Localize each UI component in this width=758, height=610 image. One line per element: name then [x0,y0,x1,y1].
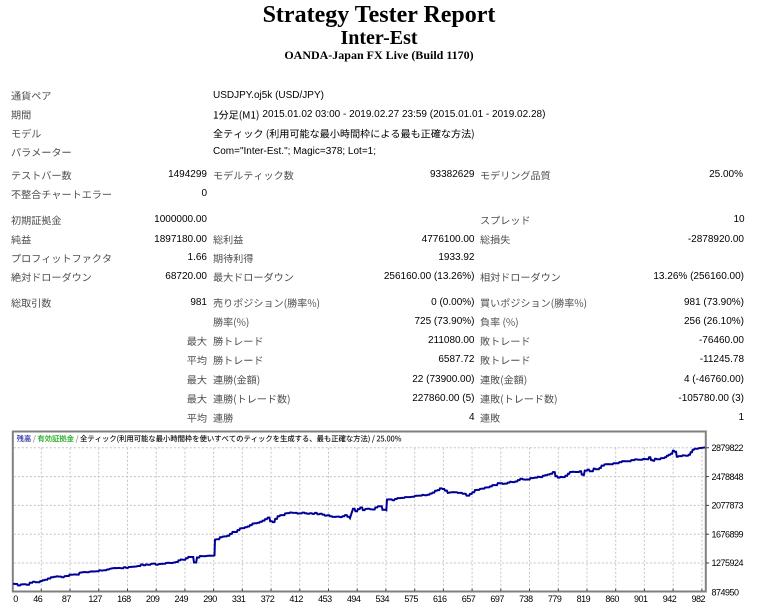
svg-text:46: 46 [33,594,43,604]
svg-text:87: 87 [62,594,72,604]
svg-text:372: 372 [261,594,275,604]
svg-text:127: 127 [88,594,102,604]
svg-text:779: 779 [548,594,562,604]
svg-text:860: 860 [605,594,619,604]
svg-text:1676899: 1676899 [712,529,744,539]
svg-text:874950: 874950 [712,588,740,598]
svg-text:453: 453 [318,594,332,604]
svg-text:494: 494 [347,594,361,604]
svg-text:2478848: 2478848 [712,472,744,482]
svg-text:819: 819 [577,594,591,604]
svg-text:1275924: 1275924 [712,558,744,568]
svg-text:0: 0 [13,594,18,604]
svg-text:209: 209 [146,594,160,604]
svg-text:575: 575 [404,594,418,604]
svg-text:657: 657 [462,594,476,604]
svg-text:290: 290 [203,594,217,604]
svg-text:942: 942 [663,594,677,604]
svg-text:697: 697 [490,594,504,604]
svg-text:331: 331 [232,594,246,604]
svg-text:738: 738 [519,594,533,604]
svg-text:982: 982 [692,594,706,604]
svg-text:168: 168 [117,594,131,604]
svg-text:2879822: 2879822 [712,443,744,453]
svg-text:2077873: 2077873 [712,501,744,511]
svg-text:901: 901 [634,594,648,604]
svg-text:616: 616 [433,594,447,604]
svg-text:534: 534 [376,594,390,604]
svg-text:412: 412 [289,594,303,604]
svg-text:249: 249 [175,594,189,604]
